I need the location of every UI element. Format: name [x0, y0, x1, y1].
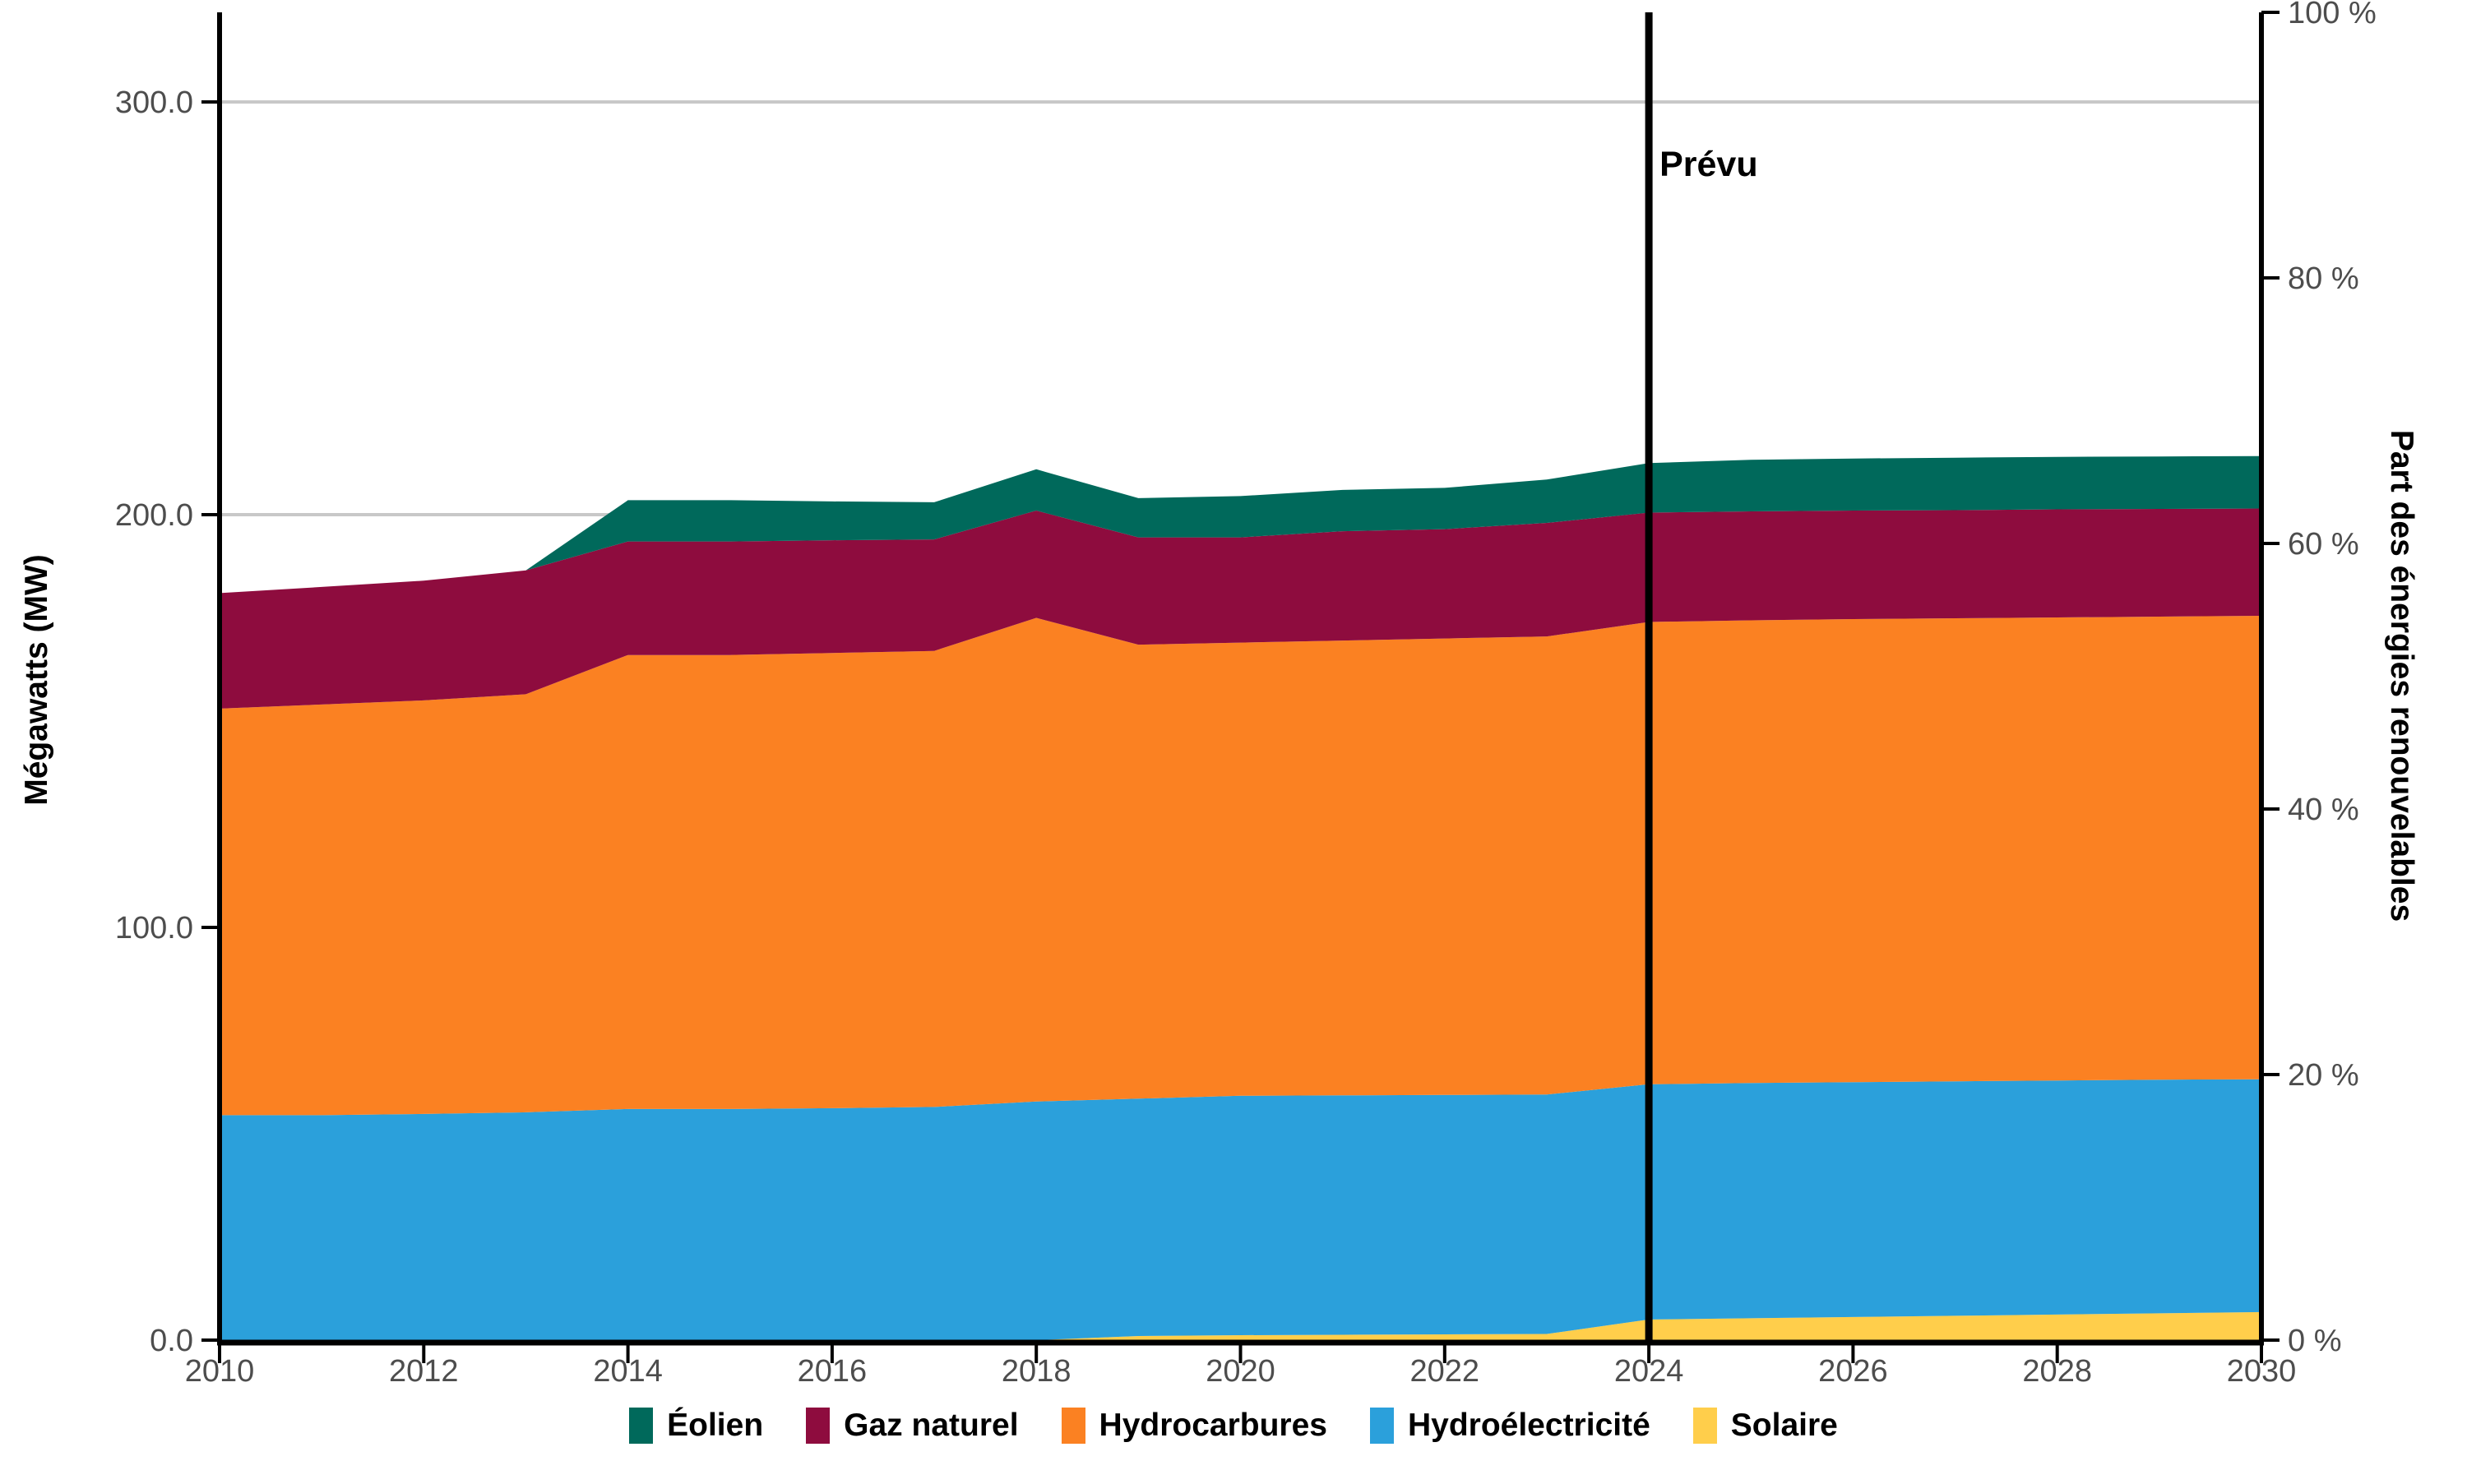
x-tick-label: 2020	[1206, 1354, 1275, 1389]
legend-label: Solaire	[1730, 1408, 1838, 1443]
x-tick-label: 2010	[185, 1354, 255, 1389]
legend-item-hydroélectricité: Hydroélectricité	[1369, 1408, 1650, 1444]
legend-key-swatch	[1369, 1408, 1394, 1444]
legend-label: Hydrocarbures	[1099, 1408, 1327, 1443]
legend-key-swatch	[806, 1408, 831, 1444]
area-gaz-naturel	[220, 508, 2261, 709]
legend: Éolien Gaz naturel Hydrocarbures Hydroélect…	[0, 1408, 2467, 1444]
legend-item-solaire: Solaire	[1692, 1408, 1838, 1444]
axes-group: 0.0 100.0 200.0 300.0 2010 2012 2014 2016 2018 20…	[115, 0, 2377, 1389]
legend-key-swatch	[629, 1408, 654, 1444]
x-tick-label: 2026	[1818, 1354, 1888, 1389]
forecast-label: Prévu	[1659, 145, 1758, 184]
x-tick-label: 2024	[1614, 1354, 1684, 1389]
x-tick-label: 2016	[798, 1354, 868, 1389]
area-series-group	[220, 455, 2261, 1340]
legend-key-swatch	[1692, 1408, 1717, 1444]
legend-label: Éolien	[667, 1408, 764, 1443]
x-tick-label: 2014	[593, 1354, 663, 1389]
left-axis-title: Mégawatts (MW)	[19, 554, 54, 806]
area-hydrocarbures	[220, 616, 2261, 1116]
right-tick-label: 80 %	[2288, 261, 2359, 296]
x-tick-label: 2012	[389, 1354, 459, 1389]
right-tick-label: 0 %	[2288, 1324, 2341, 1358]
legend-item-gaz-naturel: Gaz naturel	[806, 1408, 1019, 1444]
right-tick-label: 20 %	[2288, 1058, 2359, 1093]
left-tick-label: 300.0	[115, 86, 193, 120]
area-éolien	[220, 455, 2261, 594]
area-hydroélectricité	[220, 1079, 2261, 1340]
x-tick-label: 2022	[1410, 1354, 1480, 1389]
left-tick-label: 0.0	[150, 1324, 193, 1358]
right-tick-label: 60 %	[2288, 527, 2359, 562]
legend-key-swatch	[1061, 1408, 1085, 1444]
right-tick-label: 40 %	[2288, 793, 2359, 827]
legend-item-hydrocarbures: Hydrocarbures	[1061, 1408, 1327, 1444]
x-tick-label: 2018	[1002, 1354, 1072, 1389]
legend-label: Gaz naturel	[844, 1408, 1019, 1443]
x-tick-label: 2030	[2227, 1354, 2297, 1389]
left-tick-label: 100.0	[115, 911, 193, 945]
area-solaire	[220, 1311, 2261, 1340]
legend-item-éolien: Éolien	[629, 1408, 763, 1444]
right-axis-title: Part des énergies renouvelables	[2384, 430, 2419, 922]
left-tick-label: 200.0	[115, 498, 193, 533]
legend-label: Hydroélectricité	[1407, 1408, 1650, 1443]
x-tick-label: 2028	[2022, 1354, 2092, 1389]
right-tick-label: 100 %	[2288, 0, 2377, 30]
